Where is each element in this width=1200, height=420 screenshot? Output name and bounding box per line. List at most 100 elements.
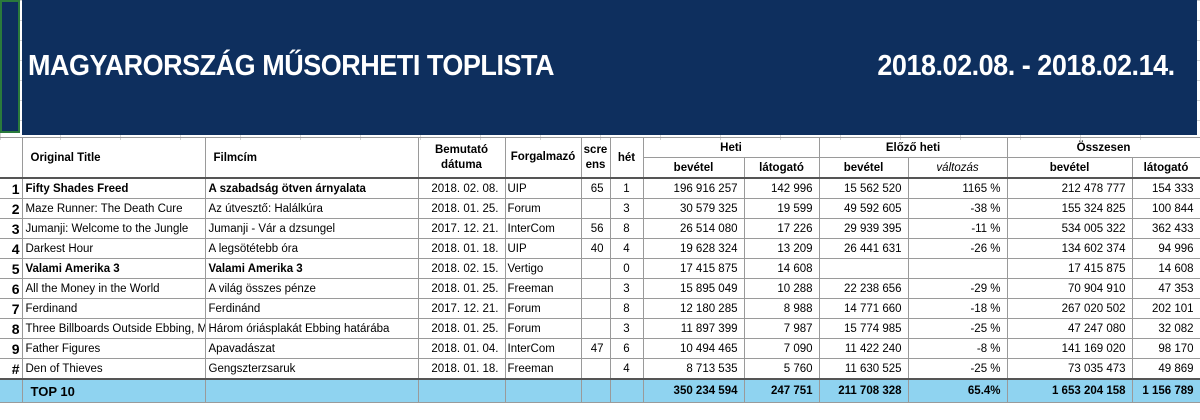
total-revenue-cell[interactable]: 141 169 020 bbox=[1006, 338, 1133, 359]
total-change[interactable]: 65.4% bbox=[907, 378, 1008, 403]
total-visitors-cell[interactable]: 362 433 bbox=[1131, 218, 1200, 239]
total-revenue-cell[interactable]: 134 602 374 bbox=[1006, 238, 1133, 259]
weekly-revenue-cell[interactable]: 196 916 257 bbox=[642, 177, 745, 199]
hungarian-title-cell[interactable]: Jumanji - Vár a dzsungel bbox=[204, 218, 419, 239]
total-cumulative-revenue[interactable]: 1 653 204 158 bbox=[1006, 378, 1133, 403]
weekly-visitors-cell[interactable]: 19 599 bbox=[743, 198, 820, 219]
weekly-visitors-cell[interactable]: 7 090 bbox=[743, 338, 820, 359]
release-date-cell[interactable]: 2018. 01. 25. bbox=[417, 318, 506, 339]
release-date-cell[interactable]: 2018. 01. 25. bbox=[417, 278, 506, 299]
col-header-bemutato[interactable]: Bemutató dátuma bbox=[417, 137, 506, 179]
rank-cell[interactable]: 5 bbox=[0, 258, 23, 279]
distributor-cell[interactable]: Forum bbox=[504, 318, 582, 339]
change-cell[interactable]: -26 % bbox=[907, 238, 1008, 259]
weekly-visitors-cell[interactable]: 8 988 bbox=[743, 298, 820, 319]
week-cell[interactable]: 8 bbox=[609, 218, 644, 239]
weekly-visitors-cell[interactable]: 17 226 bbox=[743, 218, 820, 239]
original-title-cell[interactable]: Three Billboards Outside Ebbing, M bbox=[21, 318, 206, 339]
change-cell[interactable]: -29 % bbox=[907, 278, 1008, 299]
total-empty-cell[interactable] bbox=[609, 378, 644, 403]
hungarian-title-cell[interactable]: Az útvesztő: Halálkúra bbox=[204, 198, 419, 219]
total-weekly-revenue[interactable]: 350 234 594 bbox=[642, 378, 745, 403]
weekly-visitors-cell[interactable]: 14 608 bbox=[743, 258, 820, 279]
week-cell[interactable]: 6 bbox=[609, 338, 644, 359]
rank-cell[interactable]: 8 bbox=[0, 318, 23, 339]
original-title-cell[interactable]: Maze Runner: The Death Cure bbox=[21, 198, 206, 219]
release-date-cell[interactable]: 2018. 01. 18. bbox=[417, 358, 506, 380]
week-cell[interactable]: 4 bbox=[609, 238, 644, 259]
distributor-cell[interactable]: Vertigo bbox=[504, 258, 582, 279]
total-revenue-cell[interactable]: 70 904 910 bbox=[1006, 278, 1133, 299]
total-visitors-cell[interactable]: 98 170 bbox=[1131, 338, 1200, 359]
distributor-cell[interactable]: Forum bbox=[504, 298, 582, 319]
weekly-revenue-cell[interactable]: 10 494 465 bbox=[642, 338, 745, 359]
prev-revenue-cell[interactable]: 15 562 520 bbox=[818, 177, 909, 199]
original-title-cell[interactable]: Valami Amerika 3 bbox=[21, 258, 206, 279]
release-date-cell[interactable]: 2018. 01. 04. bbox=[417, 338, 506, 359]
change-cell[interactable]: -8 % bbox=[907, 338, 1008, 359]
total-label[interactable]: TOP 10 bbox=[21, 378, 206, 403]
total-corner[interactable] bbox=[0, 378, 23, 403]
total-empty-cell[interactable] bbox=[417, 378, 506, 403]
distributor-cell[interactable]: Freeman bbox=[504, 358, 582, 380]
total-revenue-cell[interactable]: 267 020 502 bbox=[1006, 298, 1133, 319]
total-visitors-cell[interactable]: 202 101 bbox=[1131, 298, 1200, 319]
hungarian-title-cell[interactable]: Három óriásplakát Ebbing határába bbox=[204, 318, 419, 339]
change-cell[interactable]: -25 % bbox=[907, 358, 1008, 380]
prev-revenue-cell[interactable]: 15 774 985 bbox=[818, 318, 909, 339]
weekly-revenue-cell[interactable]: 17 415 875 bbox=[642, 258, 745, 279]
distributor-cell[interactable]: Freeman bbox=[504, 278, 582, 299]
week-cell[interactable]: 3 bbox=[609, 198, 644, 219]
col-header-valtozas[interactable]: változás bbox=[907, 157, 1008, 179]
change-cell[interactable]: -38 % bbox=[907, 198, 1008, 219]
col-header-het[interactable]: hét bbox=[609, 137, 644, 179]
total-revenue-cell[interactable]: 212 478 777 bbox=[1006, 177, 1133, 199]
screens-cell[interactable]: 40 bbox=[580, 238, 611, 259]
screens-cell[interactable]: 47 bbox=[580, 338, 611, 359]
change-cell[interactable]: -18 % bbox=[907, 298, 1008, 319]
total-visitors-cell[interactable]: 94 996 bbox=[1131, 238, 1200, 259]
original-title-cell[interactable]: Ferdinand bbox=[21, 298, 206, 319]
total-revenue-cell[interactable]: 534 005 322 bbox=[1006, 218, 1133, 239]
screens-cell[interactable] bbox=[580, 298, 611, 319]
rank-cell[interactable]: 2 bbox=[0, 198, 23, 219]
release-date-cell[interactable]: 2017. 12. 21. bbox=[417, 298, 506, 319]
screens-cell[interactable]: 56 bbox=[580, 218, 611, 239]
col-header-screens[interactable]: screens bbox=[580, 137, 611, 179]
release-date-cell[interactable]: 2018. 01. 25. bbox=[417, 198, 506, 219]
prev-revenue-cell[interactable]: 22 238 656 bbox=[818, 278, 909, 299]
col-header-heti-latogato[interactable]: látogató bbox=[743, 157, 820, 179]
release-date-cell[interactable]: 2017. 12. 21. bbox=[417, 218, 506, 239]
hungarian-title-cell[interactable]: A legsötétebb óra bbox=[204, 238, 419, 259]
release-date-cell[interactable]: 2018. 02. 15. bbox=[417, 258, 506, 279]
screens-cell[interactable]: 65 bbox=[580, 177, 611, 199]
total-visitors-cell[interactable]: 47 353 bbox=[1131, 278, 1200, 299]
total-revenue-cell[interactable]: 73 035 473 bbox=[1006, 358, 1133, 380]
total-prev-revenue[interactable]: 211 708 328 bbox=[818, 378, 909, 403]
distributor-cell[interactable]: InterCom bbox=[504, 338, 582, 359]
original-title-cell[interactable]: Den of Thieves bbox=[21, 358, 206, 380]
rank-cell[interactable]: 9 bbox=[0, 338, 23, 359]
change-cell[interactable]: -25 % bbox=[907, 318, 1008, 339]
week-cell[interactable]: 1 bbox=[609, 177, 644, 199]
weekly-revenue-cell[interactable]: 30 579 325 bbox=[642, 198, 745, 219]
hungarian-title-cell[interactable]: A világ összes pénze bbox=[204, 278, 419, 299]
col-header-original-title[interactable]: Original Title bbox=[21, 137, 206, 179]
prev-revenue-cell[interactable]: 29 939 395 bbox=[818, 218, 909, 239]
total-weekly-visitors[interactable]: 247 751 bbox=[743, 378, 820, 403]
week-cell[interactable]: 8 bbox=[609, 298, 644, 319]
group-header-heti[interactable]: Heti bbox=[642, 137, 820, 158]
weekly-visitors-cell[interactable]: 5 760 bbox=[743, 358, 820, 380]
rank-cell[interactable]: 4 bbox=[0, 238, 23, 259]
weekly-revenue-cell[interactable]: 8 713 535 bbox=[642, 358, 745, 380]
distributor-cell[interactable]: UIP bbox=[504, 238, 582, 259]
weekly-revenue-cell[interactable]: 19 628 324 bbox=[642, 238, 745, 259]
hungarian-title-cell[interactable]: A szabadság ötven árnyalata bbox=[204, 177, 419, 199]
total-cumulative-visitors[interactable]: 1 156 789 bbox=[1131, 378, 1200, 403]
prev-revenue-cell[interactable]: 11 422 240 bbox=[818, 338, 909, 359]
screens-cell[interactable] bbox=[580, 258, 611, 279]
total-revenue-cell[interactable]: 155 324 825 bbox=[1006, 198, 1133, 219]
original-title-cell[interactable]: Father Figures bbox=[21, 338, 206, 359]
total-visitors-cell[interactable]: 14 608 bbox=[1131, 258, 1200, 279]
screens-cell[interactable] bbox=[580, 318, 611, 339]
